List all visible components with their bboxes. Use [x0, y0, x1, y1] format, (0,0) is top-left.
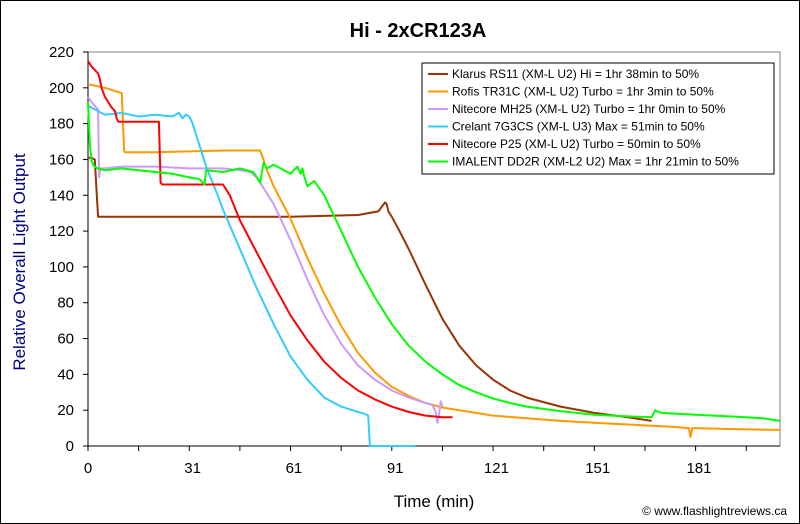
series-line [88, 156, 652, 422]
x-axis: 0 31 61 91 121 151 181 [84, 445, 780, 477]
y-tick-label: 120 [49, 223, 74, 240]
y-axis: 0 20 40 60 80 100 120 140 160 180 200 220 [49, 44, 89, 455]
legend-entry: Nitecore MH25 (XM-L U2) Turbo = 1hr 0min… [452, 102, 726, 116]
x-tick-label: 151 [585, 460, 610, 477]
y-tick-label: 20 [57, 402, 74, 419]
series-line [87, 60, 453, 419]
legend-entry: Rofis TR31C (XM-L U2) Turbo = 1hr 3min t… [452, 85, 714, 99]
series-lines [87, 60, 781, 447]
chart-title: Hi - 2xCR123A [350, 20, 487, 42]
y-tick-label: 200 [49, 80, 74, 97]
x-tick-label: 91 [387, 460, 404, 477]
x-tick-label: 61 [286, 460, 303, 477]
y-tick-label: 180 [49, 116, 74, 133]
y-tick-label: 220 [49, 44, 74, 61]
copyright-text: © www.flashlightreviews.ca [642, 504, 787, 518]
y-tick-label: 40 [57, 366, 74, 383]
y-tick-label: 160 [49, 151, 74, 168]
y-tick-label: 140 [49, 187, 74, 204]
series-line [87, 102, 781, 422]
x-axis-title: Time (min) [394, 492, 475, 511]
y-tick-label: 100 [49, 259, 74, 276]
y-axis-title: Relative Overall Light Output [10, 153, 29, 371]
legend-entry: Klarus RS11 (XM-L U2) Hi = 1hr 38min to … [452, 67, 699, 81]
x-tick-label: 181 [686, 460, 711, 477]
legend-entry: Crelant 7G3CS (XM-L U3) Max = 51min to 5… [452, 120, 705, 134]
x-tick-label: 121 [484, 460, 509, 477]
y-tick-label: 0 [66, 438, 74, 455]
y-tick-label: 60 [57, 331, 74, 348]
legend-box [421, 62, 775, 175]
series-line [87, 104, 416, 447]
x-tick-label: 31 [184, 460, 201, 477]
legend: Klarus RS11 (XM-L U2) Hi = 1hr 38min to … [421, 62, 775, 175]
legend-entry: IMALENT DD2R (XM-L2 U2) Max = 1hr 21min … [452, 155, 739, 169]
y-tick-label: 80 [57, 295, 74, 312]
legend-entry: Nitecore P25 (XM-L U2) Turbo = 50min to … [452, 137, 701, 151]
x-tick-label: 0 [84, 460, 92, 477]
